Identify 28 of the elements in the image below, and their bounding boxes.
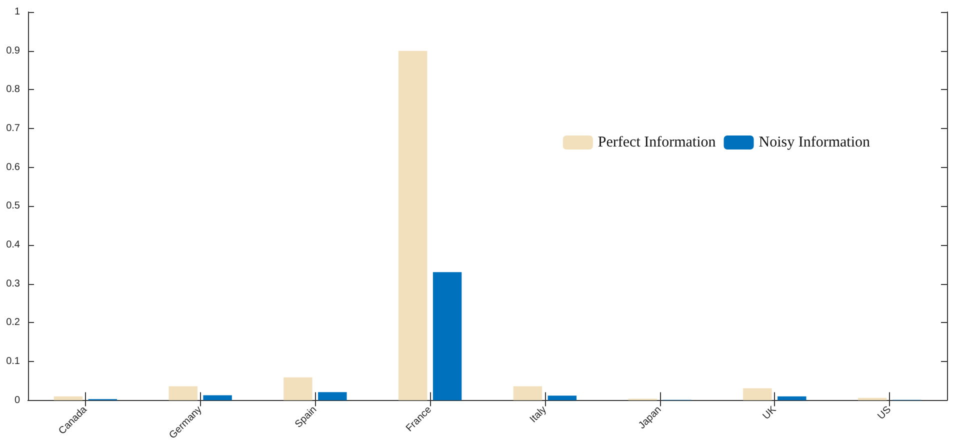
bar bbox=[318, 392, 347, 400]
y-tick-label: 0.8 bbox=[6, 84, 20, 96]
bar bbox=[548, 396, 577, 400]
y-tick-label: 0.5 bbox=[6, 200, 20, 212]
bar bbox=[743, 388, 772, 400]
y-tick-label: 0 bbox=[14, 394, 20, 406]
x-tick-label: UK bbox=[760, 404, 779, 422]
y-tick-label: 1 bbox=[14, 6, 20, 18]
bar bbox=[398, 50, 428, 400]
bar bbox=[284, 377, 312, 400]
y-tick-label: 0.6 bbox=[6, 162, 20, 173]
bar bbox=[778, 396, 806, 400]
x-tick-label: US bbox=[876, 404, 894, 422]
bar bbox=[858, 398, 887, 400]
bar bbox=[513, 386, 542, 400]
bar bbox=[203, 395, 232, 400]
y-tick-label: 0.3 bbox=[6, 278, 20, 290]
legend-label: Perfect Information bbox=[598, 134, 716, 150]
y-tick-label: 0.4 bbox=[6, 239, 20, 250]
x-tick-label: Italy bbox=[528, 404, 549, 426]
y-tick-label: 0.9 bbox=[6, 45, 20, 56]
legend-label: Noisy Information bbox=[758, 134, 870, 150]
y-tick-label: 0.7 bbox=[6, 122, 20, 134]
y-tick-label: 0.1 bbox=[6, 356, 20, 367]
bar bbox=[432, 272, 462, 400]
bar bbox=[168, 386, 198, 400]
y-tick-label: 0.2 bbox=[6, 317, 20, 328]
bar bbox=[54, 396, 83, 400]
